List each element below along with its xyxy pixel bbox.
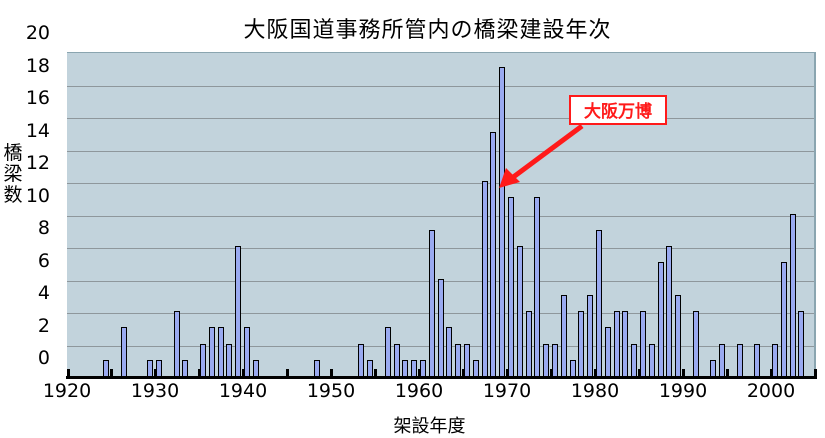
y-tick-label: 18 — [25, 54, 50, 77]
gridline — [67, 215, 814, 217]
x-minor-tick — [242, 369, 245, 377]
annotation-expo-label: 大阪万博 — [569, 95, 667, 125]
y-axis-title-text: 橋梁数 — [3, 142, 23, 206]
x-tick-label: 1960 — [394, 380, 444, 402]
chart-title: 大阪国道事務所管内の橋梁建設年次 — [243, 18, 612, 43]
x-minor-tick — [682, 369, 685, 377]
y-tick-label: 16 — [25, 87, 50, 109]
y-tick-label: 6 — [37, 249, 50, 272]
x-tick-label: 2000 — [746, 380, 796, 402]
x-tick-label: 1970 — [482, 380, 532, 402]
x-minor-tick — [814, 369, 817, 377]
gridline — [67, 85, 814, 87]
plot-area — [67, 52, 817, 377]
x-minor-tick — [638, 369, 641, 377]
x-minor-tick — [198, 369, 201, 377]
y-axis-title: 橋梁数 — [2, 143, 24, 206]
x-minor-tick — [67, 369, 70, 377]
x-minor-tick — [594, 369, 597, 377]
y-tick-label: 8 — [37, 217, 50, 239]
x-axis-line — [66, 376, 817, 379]
x-tick-label: 1920 — [42, 380, 92, 402]
x-minor-tick — [550, 369, 553, 377]
y-tick-label: 0 — [37, 347, 50, 369]
x-minor-tick — [330, 369, 333, 377]
x-tick-label: 1950 — [306, 380, 356, 402]
y-tick-label: 2 — [37, 314, 50, 337]
x-minor-tick — [374, 369, 377, 377]
y-tick-label: 10 — [25, 184, 50, 207]
gridline — [67, 150, 814, 152]
gridline — [67, 248, 814, 249]
x-minor-tick — [462, 369, 465, 377]
x-minor-tick — [110, 369, 113, 377]
x-tick-label: 1990 — [658, 380, 708, 402]
gridline — [67, 118, 814, 119]
x-tick-label: 1930 — [130, 380, 180, 402]
x-minor-tick — [726, 369, 729, 377]
y-tick-label: 12 — [25, 152, 50, 174]
x-minor-tick — [770, 369, 773, 377]
x-minor-tick — [286, 369, 289, 377]
y-tick-label: 20 — [25, 22, 50, 44]
y-tick-label: 4 — [37, 282, 50, 304]
x-minor-tick — [418, 369, 421, 377]
x-tick-label: 1940 — [218, 380, 268, 402]
x-minor-tick — [506, 369, 509, 377]
x-tick-label: 1980 — [570, 380, 620, 402]
y-tick-label: 14 — [25, 119, 50, 142]
x-axis-title: 架設年度 — [393, 416, 466, 437]
x-minor-tick — [154, 369, 157, 377]
gridline — [67, 183, 814, 184]
